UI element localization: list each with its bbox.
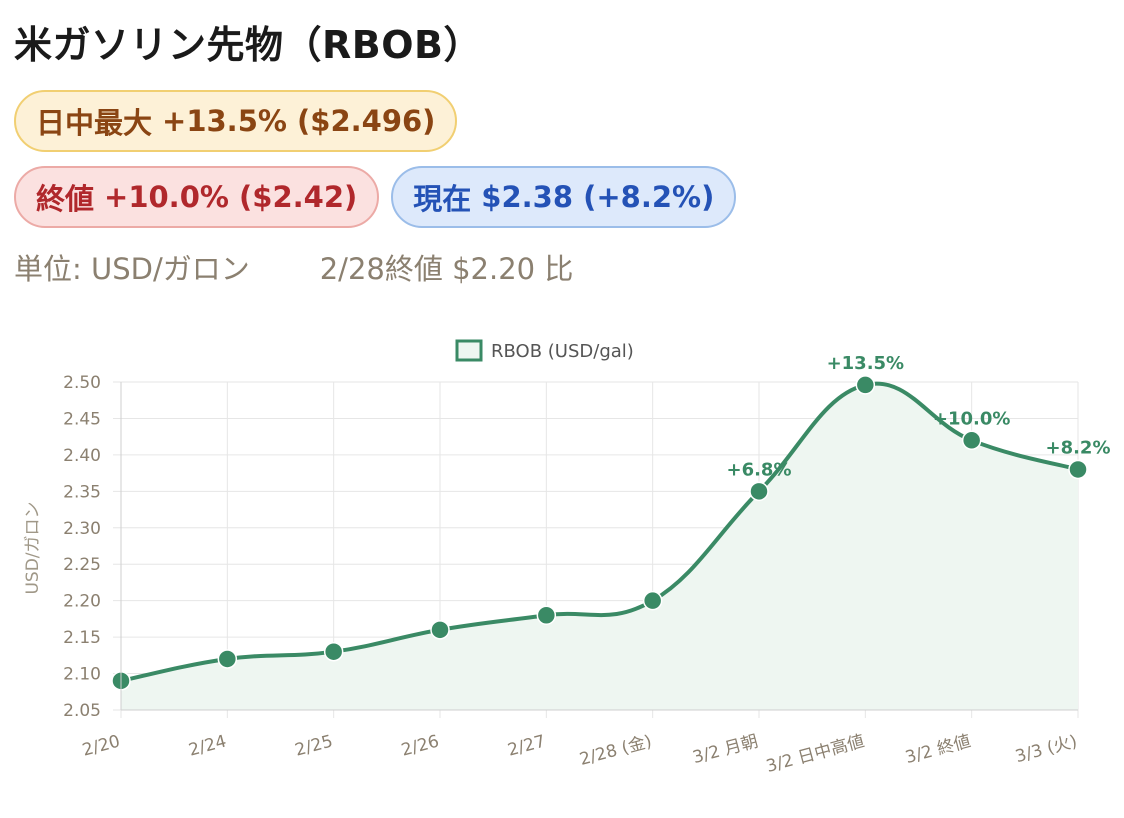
line-layer (119, 381, 1080, 683)
price-chart: +6.8% +13.5% +10.0% +8.2% 2.50 2.45 2.40 2.35 2… (23, 339, 1111, 777)
data-point (642, 590, 663, 611)
area-layer (121, 383, 1078, 710)
x-tick-label: 2/24 (187, 732, 229, 761)
data-label: +6.8% (726, 459, 791, 480)
intraday-high-badge: 日中最大 +13.5% ($2.496) (14, 90, 458, 152)
basis-text: 2/28終値 $2.20 比 (319, 252, 574, 286)
y-tick-label: 2.45 (63, 409, 101, 429)
unit-text: 単位: USD/ガロン (14, 252, 250, 286)
x-tick-label: 2/20 (80, 732, 122, 761)
x-tick-label: 2/27 (506, 732, 548, 761)
series-area (121, 383, 1078, 710)
legend-label: RBOB (USD/gal) (491, 341, 634, 362)
data-point (430, 620, 450, 640)
y-tick-label: 2.05 (63, 701, 101, 721)
close-value: +10.0% ($2.42) (104, 180, 358, 214)
x-tick-label: 3/2 終値 (903, 732, 973, 769)
x-tick-label: 3/2 月朝 (691, 732, 761, 769)
data-point (217, 649, 238, 669)
chart-legend: RBOB (USD/gal) (455, 339, 634, 362)
data-point (1068, 459, 1088, 480)
data-point (536, 605, 557, 625)
x-tick-label: 2/26 (399, 732, 441, 761)
y-tick-label: 2.40 (63, 446, 101, 466)
y-tick-label: 2.25 (63, 555, 101, 575)
x-tick-label: 2/28 (金) (577, 732, 654, 770)
y-axis-title: USD/ガロン (23, 501, 43, 594)
y-tick-label: 2.35 (63, 482, 101, 502)
x-tick-label: 3/2 日中高値 (764, 732, 867, 777)
page-title: 米ガソリン先物（RBOB） (14, 23, 482, 67)
legend-swatch (455, 339, 483, 362)
point-layer (111, 375, 1088, 691)
label-layer: +6.8% +13.5% +10.0% +8.2% (726, 353, 1110, 480)
data-point (749, 481, 769, 502)
current-value: $2.38 (+8.2%) (481, 180, 715, 214)
close-badge: 終値 +10.0% ($2.42) (14, 166, 380, 228)
y-tick-label: 2.50 (63, 373, 101, 393)
y-tick-label: 2.15 (63, 628, 101, 648)
close-label: 終値 (36, 182, 95, 216)
x-tick-label: 2/25 (293, 732, 335, 761)
data-label: +13.5% (827, 353, 905, 374)
data-label: +8.2% (1045, 437, 1110, 458)
y-tick-label: 2.30 (63, 519, 101, 539)
data-label: +10.0% (933, 408, 1011, 429)
y-tick-label: 2.20 (63, 592, 101, 612)
data-point (323, 641, 344, 662)
data-point (961, 430, 982, 451)
x-tick-label: 3/3 (火) (1013, 732, 1079, 768)
summary-badges: 日中最大 +13.5% ($2.496) 終値 +10.0% ($2.42) 現在 $… (14, 90, 834, 228)
intraday-high-label: 日中最大 (36, 106, 153, 140)
y-tick-label: 2.10 (63, 665, 101, 685)
intraday-high-value: +13.5% ($2.496) (162, 104, 436, 138)
current-label: 現在 (413, 182, 472, 216)
info-line: 単位: USD/ガロン 2/28終値 $2.20 比 (14, 246, 573, 288)
data-point (855, 375, 876, 395)
series-line (119, 381, 1080, 683)
current-badge: 現在 $2.38 (+8.2%) (391, 166, 737, 228)
